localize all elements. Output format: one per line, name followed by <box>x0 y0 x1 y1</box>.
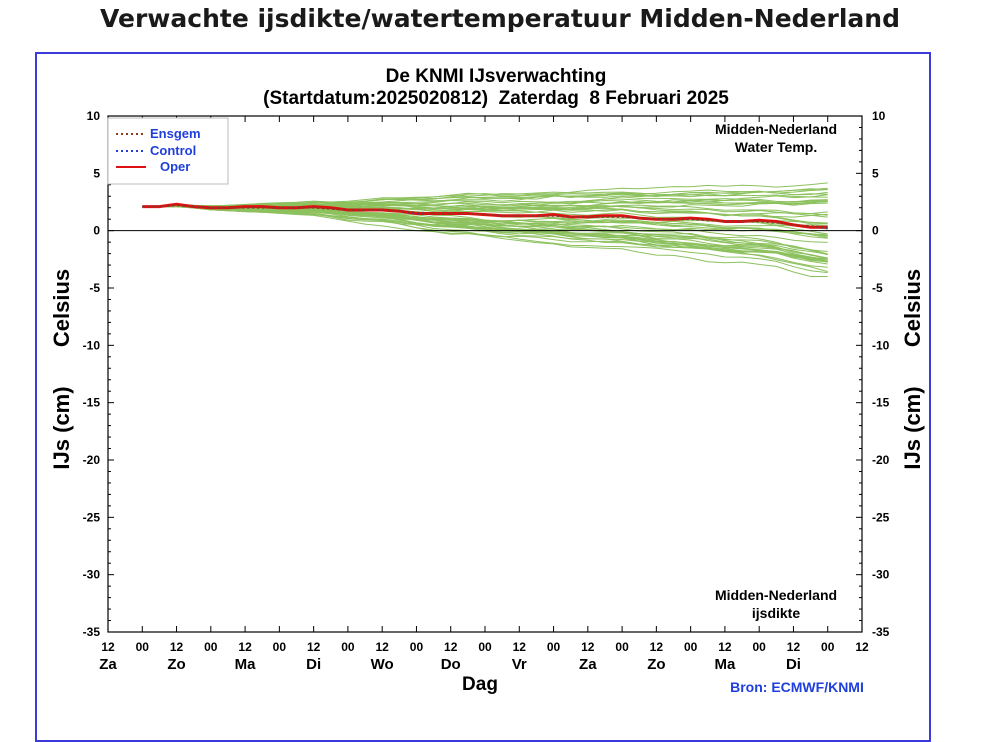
ytick-label-left: -5 <box>89 281 100 295</box>
ytick-label-left: -30 <box>83 568 101 582</box>
ytick-label-right: -10 <box>872 338 890 352</box>
ylabel-right-celsius: Celsius <box>900 269 925 347</box>
xtick-day-label: Zo <box>647 656 665 673</box>
xtick-hour-label: 12 <box>101 640 115 654</box>
ytick-label-left: 10 <box>87 109 101 123</box>
xtick-day-label: Za <box>99 656 117 673</box>
xtick-hour-label: 12 <box>581 640 595 654</box>
ytick-label-right: -20 <box>872 453 890 467</box>
xtick-hour-label: 00 <box>410 640 424 654</box>
ytick-label-right: -30 <box>872 568 890 582</box>
ytick-label-right: -35 <box>872 625 890 639</box>
xtick-hour-label: 12 <box>513 640 527 654</box>
xtick-hour-label: 00 <box>478 640 492 654</box>
legend: Ensgem Control Oper <box>107 117 229 185</box>
legend-oper-label: Oper <box>160 159 190 174</box>
xtick-hour-label: 12 <box>307 640 321 654</box>
ylabel-left-ijs: IJs (cm) <box>49 386 74 469</box>
xtick-day-label: Ma <box>235 656 256 673</box>
xtick-day-label: Zo <box>167 656 185 673</box>
chart-title: De KNMI IJsverwachting <box>386 66 607 87</box>
ylabel-right-ijs: IJs (cm) <box>900 386 925 469</box>
ytick-label-right: 5 <box>872 166 879 180</box>
xtick-hour-label: 12 <box>376 640 390 654</box>
xtick-hour-label: 12 <box>650 640 664 654</box>
ytick-label-left: -15 <box>83 396 101 410</box>
xtick-hour-label: 00 <box>615 640 629 654</box>
ytick-label-left: -20 <box>83 453 101 467</box>
page-title: Verwachte ijsdikte/watertemperatuur Midd… <box>100 4 900 33</box>
ensemble-member-line <box>142 205 828 260</box>
xtick-hour-label: 00 <box>204 640 218 654</box>
ytick-label-right: 10 <box>872 109 886 123</box>
ytick-label-left: -10 <box>83 338 101 352</box>
ytick-label-right: -5 <box>872 281 883 295</box>
annotation-top-line1: Midden-Nederland <box>715 121 837 137</box>
xtick-hour-label: 00 <box>821 640 835 654</box>
xtick-hour-label: 00 <box>547 640 561 654</box>
xtick-day-label: Vr <box>512 656 527 673</box>
ensemble-member-line <box>142 187 828 208</box>
ytick-label-right: 0 <box>872 224 879 238</box>
xtick-day-label: Di <box>306 656 321 673</box>
xtick-hour-label: 12 <box>787 640 801 654</box>
xlabel: Dag <box>462 674 498 695</box>
xtick-hour-label: 00 <box>684 640 698 654</box>
annotation-bottom-line2: ijsdikte <box>752 605 800 621</box>
ensemble-member-line <box>142 189 828 208</box>
xtick-hour-label: 00 <box>341 640 355 654</box>
xtick-hour-label: 12 <box>718 640 732 654</box>
xtick-hour-label: 12 <box>238 640 252 654</box>
xtick-day-label: Za <box>579 656 597 673</box>
xtick-hour-label: 12 <box>855 640 869 654</box>
xtick-day-label: Di <box>786 656 801 673</box>
legend-ensgem-label: Ensgem <box>150 126 201 141</box>
xtick-hour-label: 00 <box>136 640 150 654</box>
xtick-day-label: Do <box>441 656 461 673</box>
ytick-label-left: -35 <box>83 625 101 639</box>
chart-subtitle: (Startdatum:2025020812) Zaterdag 8 Febru… <box>263 88 729 109</box>
series-ensgem-line <box>142 204 828 229</box>
ensemble-member-line <box>142 205 828 277</box>
legend-control-label: Control <box>150 143 196 158</box>
ytick-label-left: -25 <box>83 510 101 524</box>
xtick-day-label: Ma <box>714 656 735 673</box>
annotation-top-line2: Water Temp. <box>735 139 817 155</box>
ytick-label-right: -15 <box>872 396 890 410</box>
ytick-label-left: 0 <box>93 224 100 238</box>
annotation-bottom-line1: Midden-Nederland <box>715 587 837 603</box>
xtick-hour-label: 00 <box>753 640 767 654</box>
xtick-day-label: Wo <box>371 656 394 673</box>
xtick-hour-label: 12 <box>170 640 184 654</box>
ylabel-left-celsius: Celsius <box>49 269 74 347</box>
source-label: Bron: ECMWF/KNMI <box>730 679 864 695</box>
xtick-hour-label: 00 <box>273 640 287 654</box>
knmi-ice-forecast-chart: De KNMI IJsverwachting (Startdatum:20250… <box>49 66 925 695</box>
ytick-label-right: -25 <box>872 510 890 524</box>
ytick-label-left: 5 <box>93 166 100 180</box>
xtick-hour-label: 12 <box>444 640 458 654</box>
